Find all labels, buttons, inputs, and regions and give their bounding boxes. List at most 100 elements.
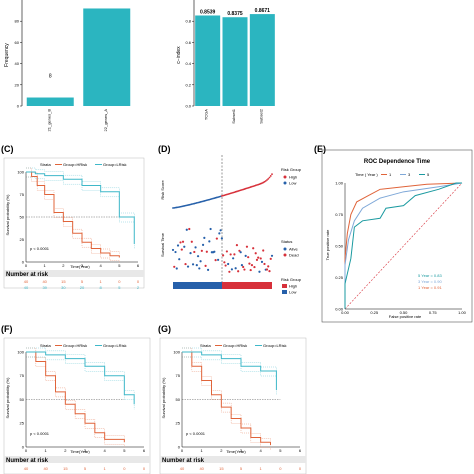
panel-d-legend-bar-title: Risk Group	[281, 277, 302, 282]
e-ytick-label: 1.00	[335, 180, 344, 185]
a-ytick-label: 40	[15, 61, 20, 66]
panel-e-auc-3: 3 Year = 0.90	[418, 279, 442, 284]
c-risk-cell: 1	[100, 279, 103, 284]
a-ytick-label: 80	[15, 19, 20, 24]
panel-label-e: (E)	[314, 144, 326, 154]
d-survival-time-point	[253, 265, 256, 269]
panel-f-pvalue: p < 0.0001	[30, 431, 50, 436]
d-risk-score-point	[271, 173, 273, 176]
panel-g-xlabel: Time(Year)	[226, 449, 246, 454]
e-roc-curve-3	[344, 182, 463, 309]
d-survival-time-point	[219, 229, 222, 232]
g-plot-xtick-label: 5	[279, 448, 282, 453]
d-survival-time-point	[200, 249, 203, 252]
d-survival-time-point	[252, 247, 255, 250]
panel-c-legend-hrisk: Group=HRisk	[63, 162, 87, 167]
c-risk-cell: 2	[137, 285, 140, 290]
a-value-label: 8	[49, 74, 52, 80]
d-survival-time-point	[208, 240, 211, 243]
a-ytick-label: 20	[15, 82, 20, 87]
d-survival-time-point	[248, 262, 251, 265]
d-survival-time-point	[263, 262, 266, 266]
d-survival-time-point	[190, 240, 193, 243]
d-survival-time-point	[218, 232, 221, 235]
d-survival-time-point	[203, 236, 206, 239]
panel-g-plot: 0 25 50 75 100 0 1 2 3 4 5 6	[173, 347, 302, 453]
panel-b: 0.0 0.2 0.4 0.6 0.8 c−index 0.8539 0.8375 0.86…	[176, 0, 275, 124]
d-survival-time-point	[198, 267, 201, 270]
b-value-label: 0.8539	[200, 9, 216, 15]
e-xtick-label: 0.25	[370, 310, 379, 315]
panel-d-risk-score-points	[172, 173, 273, 209]
f-risk-cell: 15	[63, 466, 68, 471]
d-survival-time-point	[189, 252, 192, 255]
g-plot-xtick-label: 3	[240, 448, 243, 453]
d-survival-time-point	[254, 252, 257, 255]
g-risk-cell: 15	[219, 466, 224, 471]
panel-c-plot: 0 25 50 75 100 0 1 2 3 4 5 6	[17, 167, 140, 268]
d-survival-time-point	[181, 240, 185, 243]
d-survival-time-point	[186, 265, 190, 268]
c-plot-ytick-label: 0	[22, 259, 25, 264]
panel-d-legend-bar-high: High	[289, 284, 297, 289]
g-plot-ci-upper	[182, 347, 271, 442]
g-plot-xtick-label: 0	[181, 448, 184, 453]
d-survival-time-point	[201, 243, 205, 246]
d-risk-score-point	[269, 175, 272, 177]
panel-g: Strata Group=HRisk Group=LRisk Survival …	[159, 337, 307, 474]
d-survival-time-point	[242, 265, 245, 269]
d-survival-time-point	[244, 254, 247, 257]
d-survival-time-point	[235, 244, 239, 247]
g-plot-ci-upper	[182, 347, 277, 386]
panel-g-ylabel: Survival probability (%)	[161, 377, 166, 419]
g-risk-cell: 0	[279, 466, 282, 471]
d-survival-time-point	[184, 262, 187, 266]
a-ytick-label: 0	[17, 104, 20, 109]
d-survival-time-point	[247, 256, 250, 259]
d-survival-time-point	[250, 263, 254, 267]
f-plot-xtick-label: 0	[25, 448, 28, 453]
d-survival-time-point	[171, 248, 175, 252]
d-survival-time-point	[213, 250, 216, 253]
d-risk-score-point	[267, 177, 270, 180]
d-survival-time-point	[209, 227, 212, 231]
panel-g-legend-lrisk: Group=LRisk	[263, 343, 286, 348]
c-risk-cell: 8	[100, 285, 103, 290]
panel-e-auc-1: 1 Year = 0.91	[418, 285, 442, 290]
d-survival-time-point	[206, 268, 210, 271]
d-survival-time-point	[204, 264, 207, 267]
a-bar	[26, 97, 74, 106]
d-survival-time-point	[215, 237, 218, 240]
panel-d-survival-time-points	[171, 227, 274, 273]
c-plot-xtick-label: 4	[100, 263, 103, 268]
d-survival-time-point	[228, 270, 231, 273]
panel-d-legend-alive: Alive	[289, 247, 298, 252]
d-survival-time-point	[240, 264, 244, 267]
g-risk-cell: 40	[180, 466, 185, 471]
f-plot-survival-curve-1	[26, 351, 135, 405]
e-xtick-label: 0.50	[400, 310, 409, 315]
c-plot-ci-lower	[26, 176, 135, 249]
g-risk-cell: 40	[199, 466, 204, 471]
panel-f-risk-table: 40 40 15 5 1 0 0	[24, 466, 146, 471]
c-risk-cell: 30	[61, 285, 66, 290]
b-category-label: Subset1	[231, 108, 236, 123]
panel-e-legend-1: 1	[389, 172, 392, 177]
g-plot-xtick-label: 4	[260, 448, 263, 453]
f-risk-cell: 40	[24, 466, 29, 471]
g-plot-xtick-label: 1	[201, 448, 204, 453]
g-risk-cell: 5	[240, 466, 243, 471]
panel-b-bars: 0.8539 0.8375 0.8671	[195, 8, 275, 107]
c-plot-xtick-label: 0	[25, 263, 28, 268]
panel-f-plot: 0 25 50 75 100 0 1 2 3 4 5 6	[17, 347, 146, 453]
panel-c-strata-title: Strata	[40, 162, 51, 167]
d-survival-time-point	[230, 268, 233, 271]
g-risk-cell: 1	[260, 466, 263, 471]
d-survival-time-point	[234, 267, 237, 270]
c-plot-ytick-label: 100	[17, 169, 24, 174]
d-risk-score-point	[266, 179, 268, 181]
b-ytick-label: 0.2	[185, 82, 191, 87]
panel-d-low-bar	[173, 282, 222, 289]
f-plot-xtick-label: 1	[45, 448, 48, 453]
